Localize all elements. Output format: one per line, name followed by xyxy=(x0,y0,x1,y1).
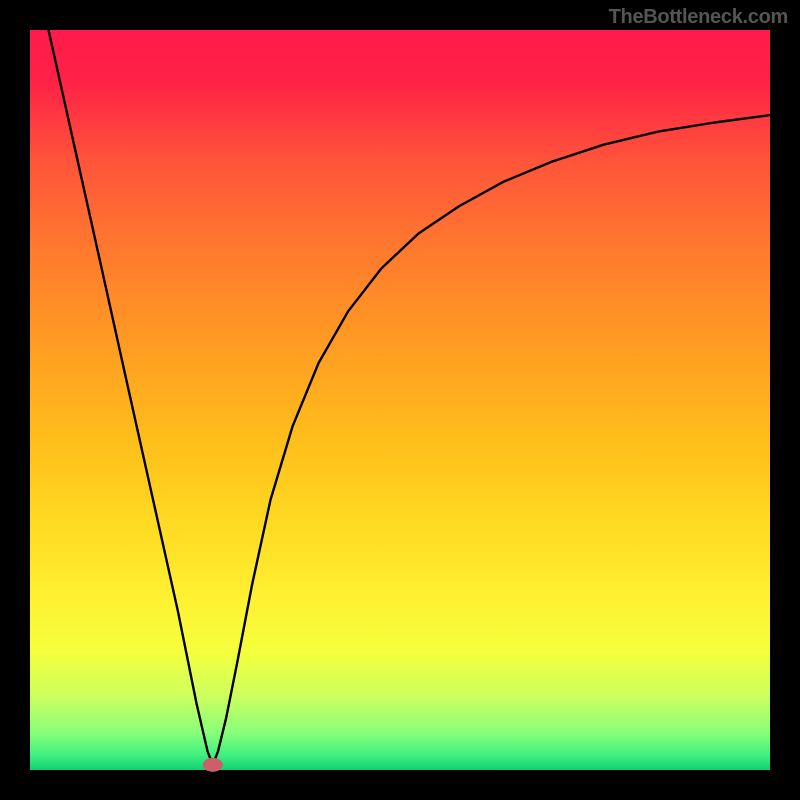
chart-container: TheBottleneck.com xyxy=(0,0,800,800)
bottleneck-chart xyxy=(0,0,800,800)
dip-marker xyxy=(203,758,223,772)
plot-gradient-background xyxy=(30,30,770,770)
watermark-text: TheBottleneck.com xyxy=(609,6,788,29)
